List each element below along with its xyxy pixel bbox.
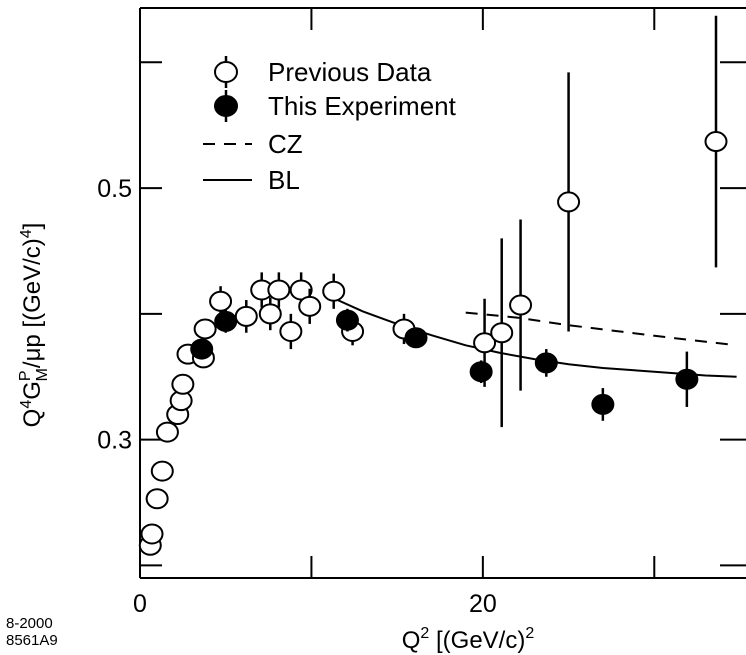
this-experiment-point xyxy=(214,310,238,333)
legend-label: CZ xyxy=(268,129,303,159)
this-experiment-point xyxy=(335,308,359,332)
filled-marker xyxy=(335,309,359,331)
this-experiment-point xyxy=(675,351,699,407)
curve-bl xyxy=(331,296,737,378)
previous-data-point xyxy=(145,488,169,510)
x-tick-label: 0 xyxy=(133,590,147,618)
y-axis-label: Q4GPM/μp [(GeV/c)4] xyxy=(17,223,51,428)
legend-marker xyxy=(214,61,238,83)
previous-data-point xyxy=(171,373,195,395)
legend-entry: CZ xyxy=(203,129,303,159)
filled-marker xyxy=(214,310,238,332)
previous-data-point xyxy=(509,219,533,391)
open-marker xyxy=(473,332,497,354)
open-marker xyxy=(557,191,581,213)
open-marker xyxy=(322,280,346,302)
open-marker xyxy=(279,320,303,342)
open-marker xyxy=(150,460,174,482)
previous-data-point xyxy=(322,273,346,309)
theory-curves xyxy=(331,296,737,378)
previous-data-point xyxy=(234,300,258,333)
this-experiment-point xyxy=(404,327,428,349)
open-marker xyxy=(298,295,322,317)
figure-id-label: 8561A9 xyxy=(6,632,58,649)
open-marker xyxy=(234,305,258,327)
x-axis-label: Q2 [(GeV/c)2 xyxy=(402,625,535,654)
previous-data-point xyxy=(193,318,217,340)
filled-marker xyxy=(190,338,214,360)
previous-data-point xyxy=(258,297,282,331)
this-experiment-point xyxy=(534,349,558,377)
open-marker xyxy=(704,131,728,153)
legend-label: BL xyxy=(268,165,300,195)
previous-data-point xyxy=(267,272,291,308)
open-marker xyxy=(145,488,169,510)
open-marker xyxy=(267,279,291,301)
filled-marker xyxy=(591,393,615,415)
previous-data-point xyxy=(279,313,303,350)
legend-entry: Previous Data xyxy=(214,56,432,88)
previous-data-point xyxy=(150,460,174,482)
legend: Previous Data This Experiment CZ BL xyxy=(203,56,457,195)
legend-entry: BL xyxy=(203,165,300,195)
y-tick-label: 0.5 xyxy=(97,175,132,203)
open-marker xyxy=(258,303,282,325)
open-marker xyxy=(155,421,179,443)
this-experiment-point xyxy=(190,338,214,360)
previous-data-point xyxy=(490,238,514,428)
curve-cz xyxy=(465,311,737,347)
previous-data-point xyxy=(209,286,233,317)
x-tick-label: 20 xyxy=(469,590,497,618)
data-points xyxy=(138,15,728,556)
previous-data-point xyxy=(140,523,164,545)
filled-marker xyxy=(534,352,558,374)
open-marker xyxy=(509,294,533,316)
open-marker xyxy=(193,318,217,340)
y-tick-label: 0.3 xyxy=(97,427,132,455)
previous-data-point xyxy=(557,72,581,332)
this-experiment-point xyxy=(591,388,615,421)
previous-data-point xyxy=(155,421,179,443)
filled-marker xyxy=(404,327,428,349)
plot-axes: 0.3 0.5 0 20 xyxy=(97,7,746,618)
figure-date-label: 8-2000 xyxy=(6,615,53,632)
open-marker xyxy=(140,523,164,545)
legend-marker xyxy=(214,95,238,117)
open-marker xyxy=(490,322,514,344)
filled-marker xyxy=(675,368,699,390)
previous-data-point xyxy=(704,15,728,268)
previous-data-point xyxy=(298,288,322,324)
open-marker xyxy=(171,373,195,395)
open-marker xyxy=(209,290,233,312)
legend-label: Previous Data xyxy=(268,57,432,87)
legend-entry: This Experiment xyxy=(214,90,457,122)
filled-marker xyxy=(469,361,493,383)
this-experiment-point xyxy=(469,360,493,384)
legend-label: This Experiment xyxy=(268,91,457,121)
